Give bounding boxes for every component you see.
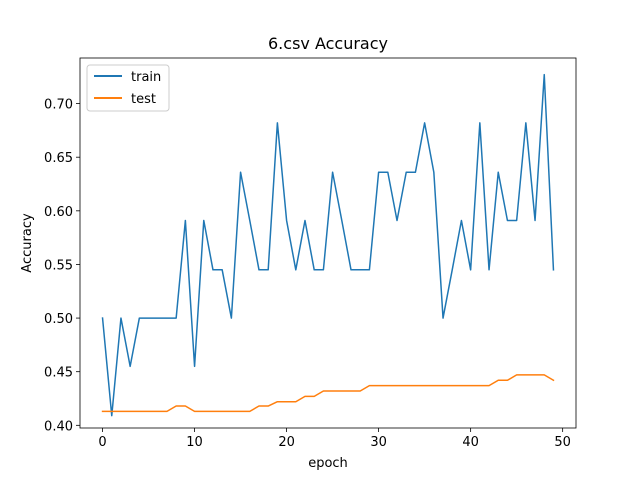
y-tick-label: 0.45 [44,366,73,381]
plot-frame [79,57,577,429]
chart-title: 6.csv Accuracy [268,34,388,53]
y-tick-label: 0.70 [44,98,73,113]
y-tick-label: 0.40 [44,419,73,434]
y-axis-title: Accuracy [20,213,35,273]
x-tick-label: 30 [370,435,387,450]
legend-label-train: train [131,70,161,85]
series-line-test [101,374,555,413]
y-tick-label: 0.55 [44,258,73,273]
x-axis: 0 10 20 30 40 50 [98,428,571,450]
x-tick-label: 40 [462,435,479,450]
legend: train test [86,64,170,112]
x-tick-label: 0 [98,435,106,450]
x-tick-label: 20 [278,435,295,450]
legend-label-test: test [131,92,156,107]
series-line-train [101,73,555,417]
y-tick-label: 0.50 [44,312,73,327]
y-tick-label: 0.65 [44,151,73,166]
y-tick-label: 0.60 [44,205,73,220]
y-axis: 0.40 0.45 0.50 0.55 0.60 0.65 0.70 [44,98,80,434]
plot-area [101,73,555,417]
x-axis-title: epoch [308,456,348,471]
x-tick-label: 10 [186,435,203,450]
x-tick-label: 50 [554,435,571,450]
